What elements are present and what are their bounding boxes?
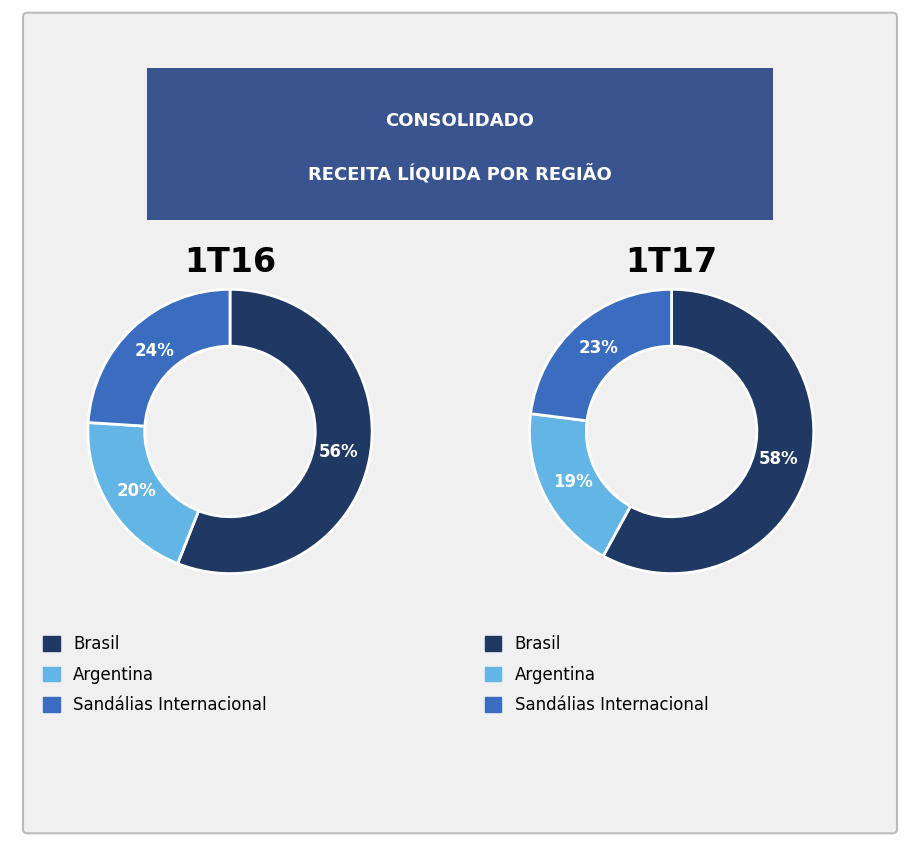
Legend: Brasil, Argentina, Sandálias Internacional: Brasil, Argentina, Sandálias Internacion… xyxy=(43,635,267,714)
FancyBboxPatch shape xyxy=(23,13,896,833)
Text: 20%: 20% xyxy=(117,482,156,500)
Text: 58%: 58% xyxy=(758,450,798,468)
Wedge shape xyxy=(603,289,812,574)
Text: CONSOLIDADO: CONSOLIDADO xyxy=(385,112,534,130)
Text: 24%: 24% xyxy=(134,342,174,360)
Wedge shape xyxy=(530,289,671,420)
Text: RECEITA LÍQUIDA POR REGIÃO: RECEITA LÍQUIDA POR REGIÃO xyxy=(308,164,611,184)
Text: 19%: 19% xyxy=(552,473,592,491)
Wedge shape xyxy=(177,289,371,574)
FancyBboxPatch shape xyxy=(147,68,772,220)
Text: 56%: 56% xyxy=(319,443,358,461)
Legend: Brasil, Argentina, Sandálias Internacional: Brasil, Argentina, Sandálias Internacion… xyxy=(484,635,708,714)
Text: 1T17: 1T17 xyxy=(625,245,717,279)
Text: 23%: 23% xyxy=(578,339,618,357)
Text: 1T16: 1T16 xyxy=(184,245,276,279)
Wedge shape xyxy=(88,289,230,426)
Wedge shape xyxy=(529,414,630,556)
Wedge shape xyxy=(88,422,199,563)
